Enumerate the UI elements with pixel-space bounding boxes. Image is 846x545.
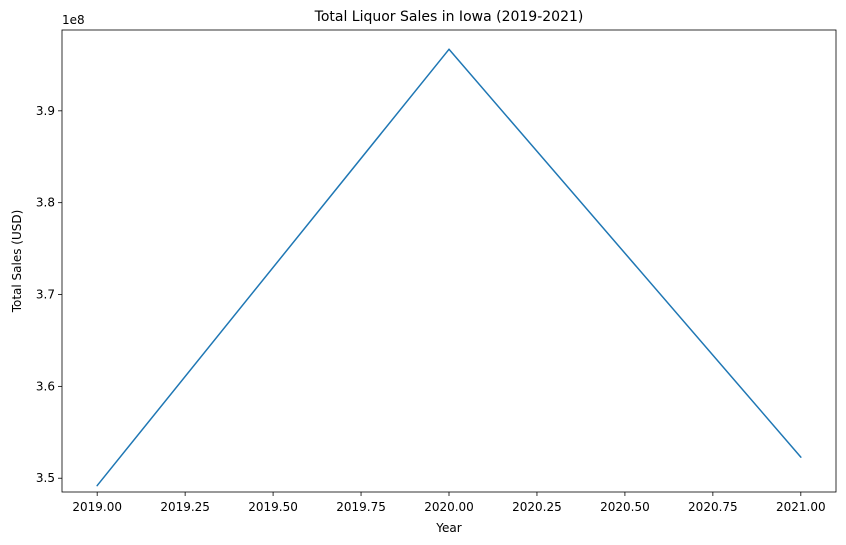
chart-title: Total Liquor Sales in Iowa (2019-2021) <box>314 9 584 25</box>
plot-area-frame <box>61 29 837 493</box>
x-tick-label: 2020.00 <box>424 500 474 514</box>
x-tick-label: 2019.00 <box>72 500 122 514</box>
y-axis-label: Total Sales (USD) <box>10 210 24 314</box>
y-axis-ticks: 3.5 3.6 3.7 3.8 3.9 <box>36 104 62 485</box>
x-tick-label: 2020.50 <box>600 500 650 514</box>
x-tick-label: 2020.25 <box>512 500 562 514</box>
x-tick-label: 2020.75 <box>688 500 738 514</box>
y-tick-label: 3.5 <box>36 471 55 485</box>
y-axis-offset-label: 1e8 <box>62 13 85 27</box>
y-tick-label: 3.9 <box>36 104 55 118</box>
x-tick-label: 2019.50 <box>248 500 298 514</box>
x-tick-label: 2019.25 <box>160 500 210 514</box>
x-tick-label: 2019.75 <box>336 500 386 514</box>
data-point <box>448 48 450 51</box>
series-group <box>96 48 802 487</box>
y-tick-label: 3.6 <box>36 379 55 393</box>
data-point <box>96 484 98 487</box>
y-tick-label: 3.8 <box>36 196 55 210</box>
data-point <box>800 456 802 458</box>
x-axis-ticks: 2019.00 2019.25 2019.50 2019.75 2020.00 2020.… <box>72 492 826 514</box>
x-tick-label: 2021.00 <box>776 500 826 514</box>
y-tick-label: 3.7 <box>36 288 55 302</box>
x-axis-label: Year <box>435 521 461 535</box>
